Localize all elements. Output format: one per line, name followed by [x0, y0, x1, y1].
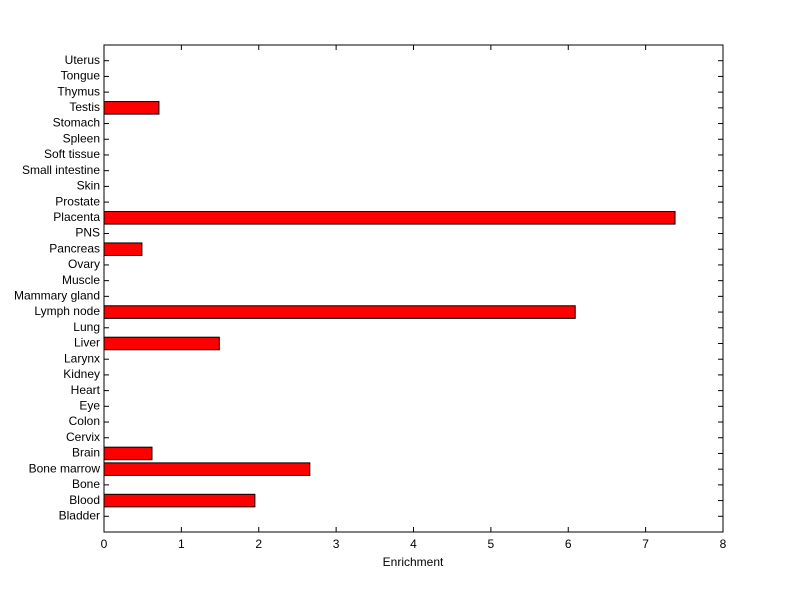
y-tick-label: Brain [72, 446, 100, 460]
y-tick-label: Stomach [53, 116, 100, 130]
y-tick-label: Muscle [62, 273, 100, 287]
bar [103, 305, 576, 319]
x-tick-label: 7 [642, 537, 649, 551]
y-tick-label: Lymph node [34, 304, 100, 318]
bar [103, 493, 256, 508]
bar [103, 211, 676, 225]
y-tick-label: Larynx [64, 351, 100, 365]
x-tick-label: 3 [333, 537, 340, 551]
y-tick-label: Cervix [66, 430, 100, 444]
y-tick-label: Bladder [59, 508, 100, 522]
y-tick-label: Tongue [61, 69, 101, 83]
y-tick-label: Heart [71, 383, 101, 397]
y-tick-label: Bone marrow [29, 461, 101, 475]
y-tick-label: Soft tissue [44, 147, 100, 161]
y-tick-label: Thymus [57, 84, 100, 98]
x-tick-label: 8 [720, 537, 727, 551]
bar [103, 101, 160, 115]
y-tick-label: Spleen [63, 131, 100, 145]
y-tick-label: Placenta [53, 210, 100, 224]
bar [103, 336, 220, 351]
y-tick-label: Eye [79, 398, 100, 412]
y-tick-label: Bone [72, 477, 100, 491]
y-tick-label: Testis [69, 100, 100, 114]
y-tick-label: Lung [73, 320, 100, 334]
plot-frame [103, 44, 724, 533]
y-tick-label: Pancreas [49, 241, 100, 255]
x-tick-label: 0 [101, 537, 108, 551]
x-tick-label: 2 [255, 537, 262, 551]
y-tick-label: Ovary [68, 257, 100, 271]
x-tick-label: 6 [565, 537, 572, 551]
y-tick-label: Blood [69, 493, 100, 507]
y-tick-label: Mammary gland [14, 289, 100, 303]
y-tick-label: Uterus [65, 53, 100, 67]
y-tick-label: Prostate [55, 194, 100, 208]
bar [103, 242, 143, 257]
y-tick-label: Liver [74, 336, 100, 350]
y-tick-label: Skin [77, 179, 100, 193]
x-axis-label: Enrichment [383, 555, 444, 569]
x-tick-label: 4 [410, 537, 417, 551]
y-tick-label: PNS [75, 226, 100, 240]
bar [103, 462, 311, 476]
bar [103, 446, 153, 461]
y-tick-label: Kidney [63, 367, 100, 381]
x-tick-label: 1 [178, 537, 185, 551]
y-tick-label: Small intestine [22, 163, 100, 177]
y-tick-label: Colon [69, 414, 100, 428]
x-tick-label: 5 [488, 537, 495, 551]
